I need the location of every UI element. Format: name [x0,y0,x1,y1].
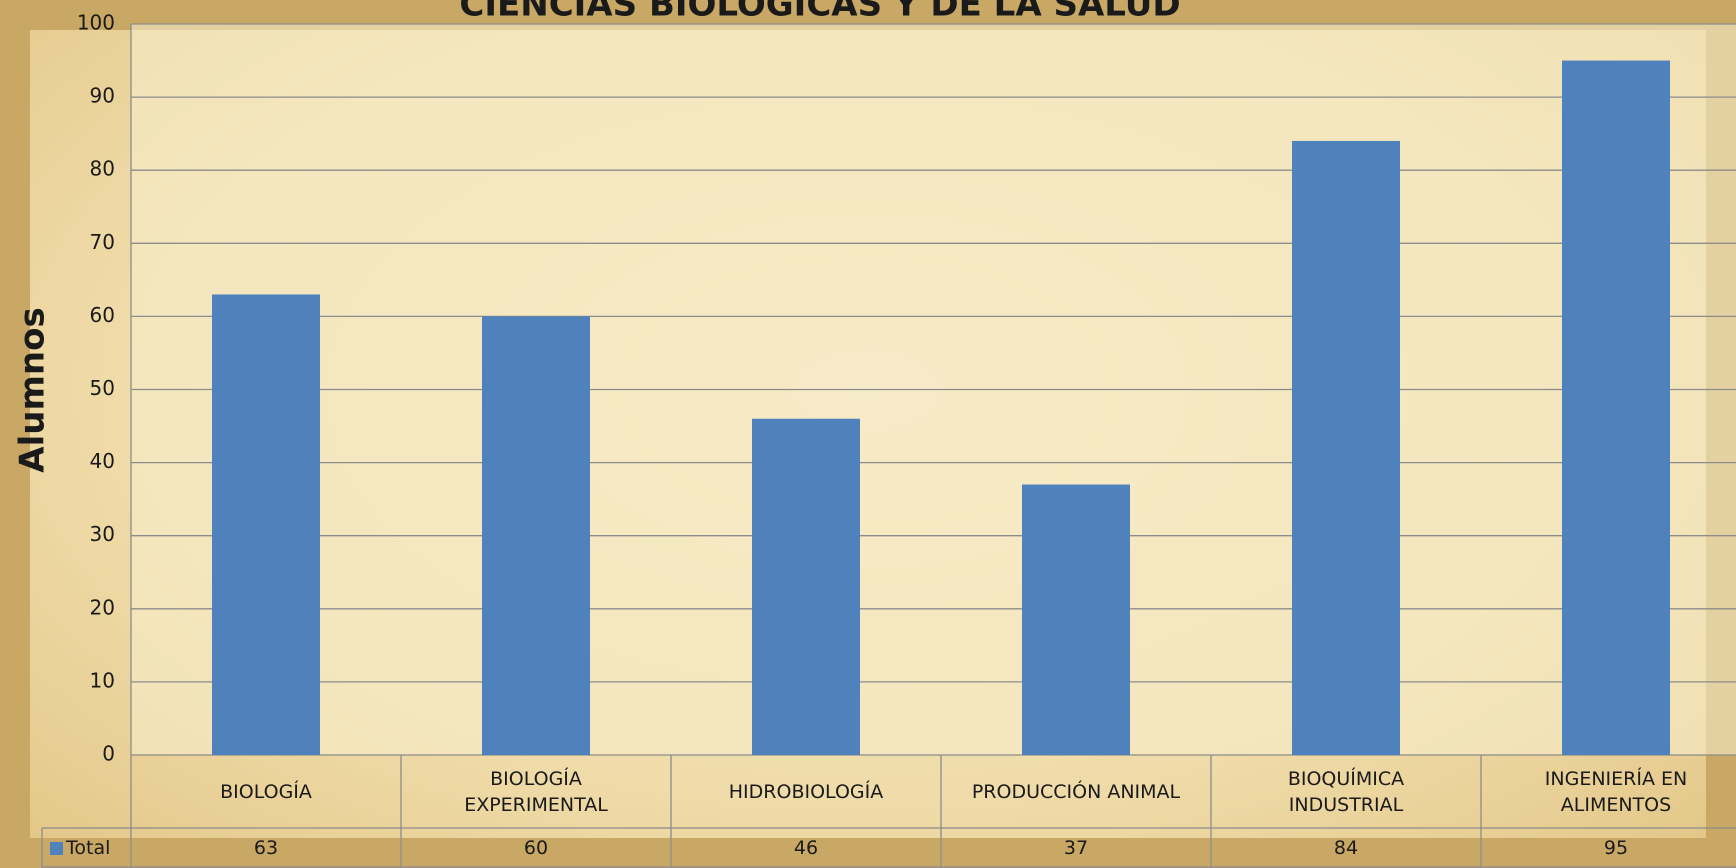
table-value: 37 [1063,837,1089,859]
chart-title: CIENCIAS BIOLÓGICAS Y DE LA SALUD [459,0,1180,25]
y-tick-label: 30 [90,522,115,546]
bar [1562,60,1670,756]
y-tick-label: 10 [90,668,115,692]
x-tick-label: HIDROBIOLOGÍA [728,780,884,803]
x-tick-label: INGENIERÍA EN ALIMENTOS [1544,767,1688,816]
bar [1022,484,1130,755]
table-value: 95 [1603,837,1629,859]
bar [482,316,590,755]
table-value: 84 [1333,837,1359,859]
y-tick-label: 70 [90,230,115,254]
legend-label: Total [66,837,111,859]
table-value: 46 [793,837,819,859]
y-tick-label: 80 [90,157,115,181]
x-tick-label: BIOLOGÍA [220,780,312,803]
bar [1292,140,1400,755]
y-tick-label: 0 [102,742,115,766]
y-axis-label: Alumnos [13,307,53,472]
bar [752,418,860,755]
y-tick-label: 20 [90,595,115,619]
y-tick-label: 100 [77,11,115,35]
legend-swatch [50,842,63,855]
table-value: 63 [253,837,279,859]
y-tick-label: 40 [90,449,115,473]
x-tick-label: BIOQUÍMICA INDUSTRIAL [1287,767,1405,816]
y-tick-label: 60 [90,303,115,327]
x-tick-label: BIOLOGÍA EXPERIMENTAL [464,767,608,816]
table-value: 60 [523,837,549,859]
y-tick-label: 50 [90,376,115,400]
x-tick-label: PRODUCCIÓN ANIMAL [971,780,1181,803]
y-tick-label: 90 [90,84,115,108]
bar [212,294,320,755]
